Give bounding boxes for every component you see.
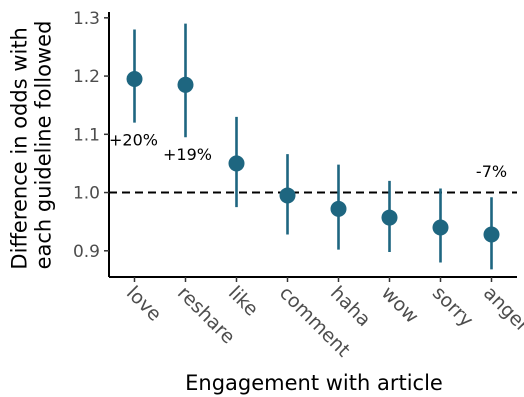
point-sorry	[432, 219, 449, 236]
y-tick-label: 1.0	[73, 184, 100, 204]
x-tick-label-sorry: sorry	[428, 282, 478, 332]
annotation-anger: -7%	[476, 162, 507, 181]
y-tick-label: 0.9	[73, 242, 100, 262]
point-anger	[483, 226, 500, 243]
point-wow	[381, 209, 398, 226]
annotation-love: +20%	[109, 131, 158, 150]
point-comment	[279, 187, 296, 204]
x-tick-label-love: love	[122, 282, 166, 326]
y-tick-label: 1.3	[73, 9, 100, 29]
x-tick-label-wow: wow	[377, 282, 423, 328]
point-like	[228, 155, 245, 172]
x-tick-label-anger: anger	[479, 282, 524, 337]
point-reshare	[177, 76, 194, 93]
y-tick-label: 1.2	[73, 67, 100, 87]
x-axis-title: Engagement with article	[185, 371, 443, 395]
y-axis-title-line-2: each guideline followed	[32, 21, 56, 270]
point-haha	[330, 200, 347, 217]
x-tick-label-like: like	[224, 282, 263, 321]
y-tick-label: 1.1	[73, 125, 100, 145]
y-axis-title-line-1: Difference in odds with	[8, 27, 32, 269]
point-layer	[126, 70, 500, 243]
axes-layer	[104, 12, 517, 282]
point-love	[126, 70, 143, 87]
y-axis-title: Difference in odds with each guideline f…	[8, 20, 56, 269]
annotation-reshare: +19%	[163, 145, 212, 164]
